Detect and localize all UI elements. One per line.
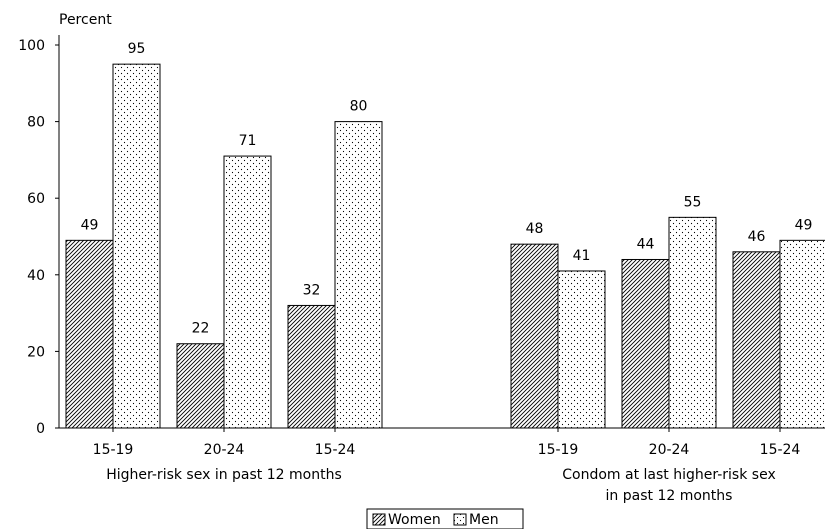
group-label: in past 12 months	[606, 488, 733, 504]
data-label: 46	[748, 229, 766, 245]
legend-label-women: Women	[388, 512, 441, 528]
y-tick-label: 40	[27, 268, 45, 284]
category-label: 15-24	[315, 442, 356, 458]
legend-swatch-men	[453, 513, 467, 526]
bar-men	[334, 121, 383, 429]
bar-men	[779, 239, 825, 429]
bar-women	[176, 343, 225, 429]
category-label: 20-24	[649, 442, 690, 458]
data-label: 32	[303, 282, 321, 298]
data-label: 80	[350, 99, 368, 115]
data-label: 22	[192, 321, 210, 337]
category-label: 15-19	[93, 442, 134, 458]
group-label: Condom at last higher-risk sex	[562, 467, 775, 483]
bar-men	[112, 63, 161, 429]
data-label: 49	[795, 217, 813, 233]
y-tick-label: 20	[27, 344, 45, 360]
data-label: 44	[637, 236, 655, 252]
legend-box	[366, 508, 524, 529]
legend-swatch-women	[372, 513, 386, 526]
category-label: 20-24	[204, 442, 245, 458]
data-label: 95	[128, 41, 146, 57]
legend: Women Men	[366, 508, 524, 529]
group-label: Higher-risk sex in past 12 months	[106, 467, 342, 483]
bar-women	[287, 304, 336, 429]
category-label: 15-19	[538, 442, 579, 458]
data-label: 41	[573, 248, 591, 264]
bars	[65, 63, 825, 429]
bar-women	[732, 251, 781, 429]
data-label: 55	[684, 194, 702, 210]
bar-women	[65, 239, 114, 429]
bar-men	[223, 155, 272, 429]
bar-women	[621, 258, 670, 429]
legend-label-men: Men	[469, 512, 499, 528]
y-tick-label: 80	[27, 115, 45, 131]
bar-men	[668, 216, 717, 429]
category-label: 15-24	[760, 442, 801, 458]
y-tick-label: 100	[18, 38, 45, 54]
bar-men	[557, 270, 606, 429]
bar-women	[510, 243, 559, 429]
y-tick-label: 0	[36, 421, 45, 437]
y-axis-label: Percent	[59, 12, 112, 28]
y-tick-label: 60	[27, 191, 45, 207]
data-label: 49	[81, 217, 99, 233]
data-label: 48	[526, 221, 544, 237]
labels: 49 95 15-19 22 71 20-24 32 80 15-24 Higher-risk s…	[81, 41, 813, 504]
data-label: 71	[239, 133, 257, 149]
